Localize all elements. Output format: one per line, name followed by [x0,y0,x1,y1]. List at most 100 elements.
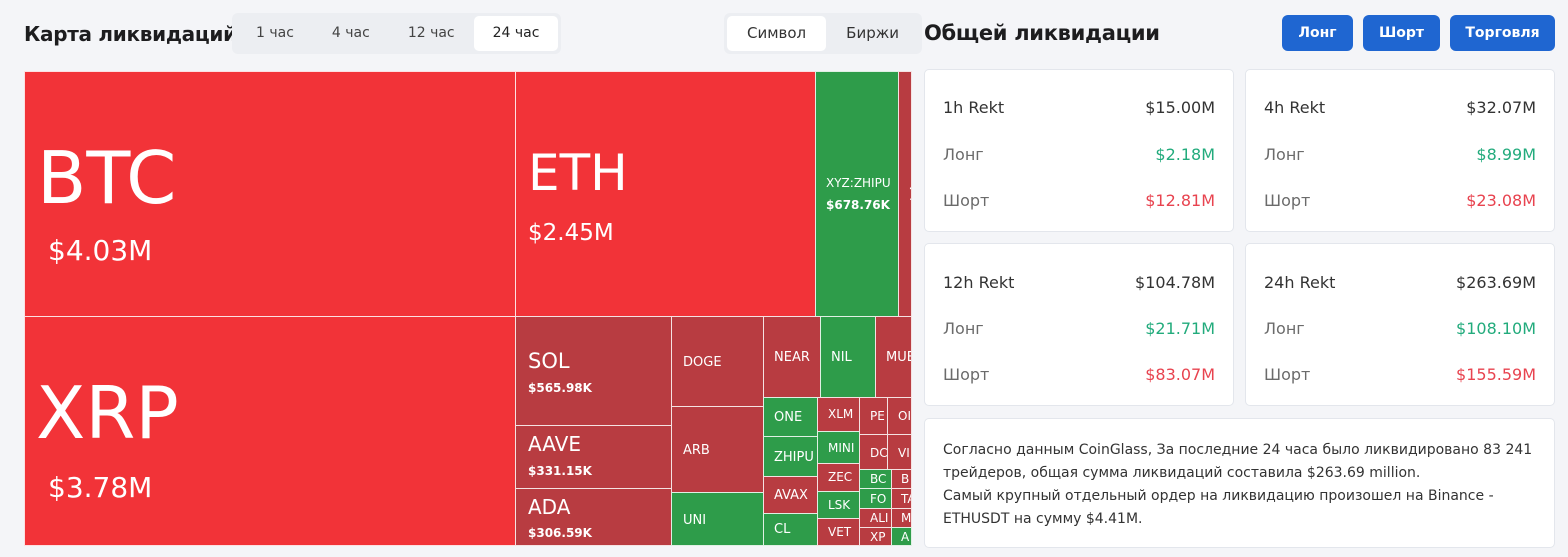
tile-eth[interactable]: ETH $2.45M [515,71,816,317]
tab-12h[interactable]: 12 час [407,25,455,41]
rekt-card-4h: 4h Rekt $32.07M Лонг $8.99M Шорт $23.08M [1245,69,1555,232]
card-short-value: $83.07M [1145,365,1215,384]
tile-partial[interactable]: 1 [898,71,912,317]
tile-symbol: CL [774,522,791,537]
tile-ta[interactable]: TA [891,488,912,509]
tile-pe[interactable]: PE [859,397,888,435]
tile-value: $4.03M [48,234,153,267]
card-long-value: $108.10M [1456,319,1536,338]
card-long-value: $8.99M [1476,145,1536,164]
long-label: Лонг [1264,145,1305,164]
tile-doge[interactable]: DOGE [671,316,764,407]
tile-xyz-zhipu[interactable]: XYZ:ZHIPU $678.76K [815,71,899,317]
tile-bc[interactable]: BC [859,469,892,489]
tile-one[interactable]: ONE [763,397,818,437]
tile-b[interactable]: B [891,469,912,489]
note-line-1: Согласно данным CoinGlass, За последние … [943,442,1533,481]
tile-symbol: ONE [774,410,803,425]
tile-symbol: MUB [886,350,911,365]
tile-arb[interactable]: ARB [671,406,764,493]
tile-btc[interactable]: BTC $4.03M [24,71,516,317]
tile-symbol: B [901,472,910,486]
tab-4h[interactable]: 4 час [331,25,370,41]
tile-symbol: NIL [831,350,852,365]
tile-oi[interactable]: OI [887,397,912,435]
group-symbol-option[interactable]: Символ [727,16,827,51]
tile-symbol: BC [870,472,887,486]
tile-symbol: ADA [528,495,571,519]
card-title: 24h Rekt [1264,273,1336,292]
tile-value: $678.76K [826,198,890,212]
summary-title: Общей ликвидации [924,21,1160,45]
tile-avax[interactable]: AVAX [763,476,818,514]
tile-symbol: VET [828,525,852,539]
short-label: Шорт [1264,191,1311,210]
tile-symbol: M [901,511,912,525]
long-button[interactable]: Лонг [1282,15,1353,51]
long-label: Лонг [943,145,984,164]
card-title: 1h Rekt [943,98,1005,117]
tile-a[interactable]: A [891,527,912,546]
short-button[interactable]: Шорт [1363,15,1440,51]
tile-symbol: XP [870,530,886,544]
tile-xp[interactable]: XP [859,527,892,546]
tile-symbol: ZEC [828,470,853,484]
tile-symbol: AAVE [528,432,581,456]
tile-xrp[interactable]: XRP $3.78M [24,316,516,546]
tile-value: $2.45M [528,220,614,246]
tile-aave[interactable]: AAVE $331.15K [515,425,672,489]
group-exchange-option[interactable]: Биржи [846,24,899,42]
rekt-card-1h: 1h Rekt $15.00M Лонг $2.18M Шорт $12.81M [924,69,1234,232]
tile-symbol: XRP [36,371,179,455]
card-title: 4h Rekt [1264,98,1326,117]
card-long-value: $2.18M [1155,145,1215,164]
tile-value: $3.78M [48,471,153,504]
tile-value: $331.15K [528,464,592,478]
liquidation-treemap: BTC $4.03M XRP $3.78M ETH $2.45M XYZ:ZHI… [24,71,912,546]
tile-symbol: ALI [870,511,889,525]
tile-symbol: A [901,530,910,544]
tile-zhipu[interactable]: ZHIPU [763,436,818,477]
tab-24h[interactable]: 24 час [473,16,559,51]
card-short-value: $23.08M [1466,191,1536,210]
tile-sol[interactable]: SOL $565.98K [515,316,672,426]
tile-vet[interactable]: VET [817,518,860,546]
tile-m[interactable]: M [891,508,912,528]
card-title: 12h Rekt [943,273,1015,292]
tile-near[interactable]: NEAR [763,316,821,398]
tile-ada[interactable]: ADA $306.59K [515,488,672,546]
tab-1h[interactable]: 1 час [256,25,294,41]
tile-symbol: MINI [828,441,855,455]
tile-symbol: ZHIPU [774,450,814,465]
timeframe-tabs: 1 час 4 час 12 час 24 час [232,13,562,54]
tile-symbol: ETH [528,144,628,202]
trade-button[interactable]: Торговля [1450,15,1555,51]
tile-symbol: BTC [37,136,177,220]
tile-symbol: UNI [683,513,707,528]
tile-symbol: 1 [908,184,911,205]
tile-mub[interactable]: MUB [875,316,912,398]
tile-zec[interactable]: ZEC [817,463,860,492]
long-label: Лонг [943,319,984,338]
tile-cl[interactable]: CL [763,513,818,546]
tile-symbol: ARB [683,443,710,458]
tile-symbol: OI [898,409,911,423]
card-total: $104.78M [1135,273,1215,292]
tile-nil[interactable]: NIL [820,316,876,398]
liquidation-summary-note: Согласно данным CoinGlass, За последние … [924,418,1555,548]
tile-uni[interactable]: UNI [671,492,764,546]
tile-symbol: NEAR [774,350,810,365]
tile-symbol: FO [870,492,887,506]
tile-symbol: DC [870,446,888,460]
group-toggle: Символ Биржи [724,13,922,54]
tile-symbol: XYZ:ZHIPU [826,176,891,190]
tile-mini[interactable]: MINI [817,431,860,464]
tile-vi[interactable]: VI [887,434,912,470]
tile-lsk[interactable]: LSK [817,491,860,519]
tile-dc[interactable]: DC [859,434,888,470]
tile-xlm[interactable]: XLM [817,397,860,432]
card-short-value: $155.59M [1456,365,1536,384]
tile-symbol: PE [870,409,885,423]
tile-ali[interactable]: ALI [859,508,892,528]
tile-fo[interactable]: FO [859,488,892,509]
